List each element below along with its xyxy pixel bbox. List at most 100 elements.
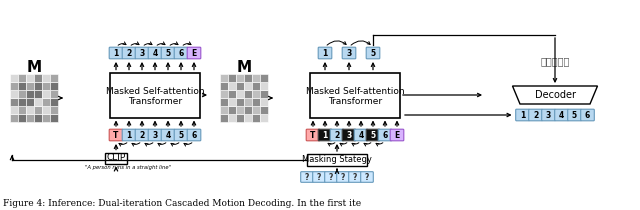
Text: 2: 2 [126,49,132,58]
Text: M: M [26,60,42,76]
Bar [18,98,26,106]
Bar [220,74,228,82]
Bar [236,82,244,90]
Text: 4: 4 [152,49,157,58]
Bar [34,82,42,90]
Text: 3: 3 [546,110,551,119]
Bar [18,90,26,98]
Text: T: T [310,130,316,139]
FancyBboxPatch shape [187,47,201,59]
Text: E: E [394,130,399,139]
Bar [228,74,236,82]
FancyBboxPatch shape [555,109,568,121]
Bar [10,98,18,106]
FancyBboxPatch shape [378,129,392,141]
Text: 6: 6 [179,49,184,58]
Bar [34,106,42,114]
Text: CLIP: CLIP [106,154,125,163]
Bar [252,74,260,82]
Text: 1: 1 [323,130,328,139]
FancyBboxPatch shape [109,129,123,141]
Bar [34,90,42,98]
Text: 6: 6 [191,130,196,139]
Bar [220,114,228,122]
Bar [228,98,236,106]
Bar [228,82,236,90]
Bar [236,98,244,106]
Bar [105,152,127,164]
Bar [50,82,58,90]
Text: 4: 4 [165,130,171,139]
Bar [252,98,260,106]
FancyBboxPatch shape [318,47,332,59]
Bar [26,114,34,122]
FancyBboxPatch shape [301,172,314,182]
Text: 5: 5 [165,49,171,58]
FancyBboxPatch shape [541,109,556,121]
FancyBboxPatch shape [366,129,380,141]
Bar [18,82,26,90]
FancyBboxPatch shape [354,129,368,141]
Text: ?: ? [341,172,345,181]
Text: 2: 2 [533,110,538,119]
Text: 3: 3 [140,49,145,58]
Bar [110,72,200,118]
Bar [34,74,42,82]
Bar [252,90,260,98]
Text: Masked Self-attention: Masked Self-attention [306,87,404,96]
Text: Masked Self-attention: Masked Self-attention [106,87,204,96]
Bar [10,74,18,82]
Text: ?: ? [305,172,309,181]
Text: 2: 2 [140,130,145,139]
Bar [18,106,26,114]
FancyBboxPatch shape [318,129,332,141]
Bar [18,74,26,82]
Bar [228,106,236,114]
Text: 👤👤👤👤👤: 👤👤👤👤👤 [540,56,570,66]
Text: 5: 5 [371,130,376,139]
Bar [50,114,58,122]
Bar [42,106,50,114]
Bar [42,74,50,82]
Text: 3: 3 [152,130,157,139]
Bar [42,82,50,90]
Bar [26,74,34,82]
FancyBboxPatch shape [174,47,188,59]
Text: 3: 3 [346,49,351,58]
FancyBboxPatch shape [349,172,362,182]
Bar [252,82,260,90]
Text: 4: 4 [358,130,364,139]
FancyBboxPatch shape [109,47,123,59]
Bar [252,114,260,122]
Bar [236,114,244,122]
Text: M: M [236,60,252,76]
Text: 3: 3 [346,130,351,139]
FancyBboxPatch shape [516,109,529,121]
FancyBboxPatch shape [330,129,344,141]
FancyBboxPatch shape [135,129,148,141]
Bar [10,90,18,98]
Text: Figure 4: Inference: Dual-iteration Cascaded Motion Decoding. In the first ite: Figure 4: Inference: Dual-iteration Casc… [3,199,362,208]
Bar [50,74,58,82]
Text: 1: 1 [323,49,328,58]
Text: Decoder: Decoder [534,90,575,100]
Bar [220,106,228,114]
FancyBboxPatch shape [135,47,148,59]
Bar [236,74,244,82]
FancyBboxPatch shape [568,109,581,121]
FancyBboxPatch shape [122,47,136,59]
Bar [252,106,260,114]
Bar [244,106,252,114]
FancyBboxPatch shape [187,129,201,141]
FancyBboxPatch shape [390,129,404,141]
Text: Masking Stategy: Masking Stategy [302,155,372,164]
FancyBboxPatch shape [324,172,337,182]
FancyBboxPatch shape [529,109,542,121]
Text: 5: 5 [179,130,184,139]
FancyBboxPatch shape [161,129,175,141]
Bar [307,154,367,166]
Bar [228,114,236,122]
FancyBboxPatch shape [148,47,162,59]
FancyBboxPatch shape [313,172,325,182]
Bar [228,90,236,98]
